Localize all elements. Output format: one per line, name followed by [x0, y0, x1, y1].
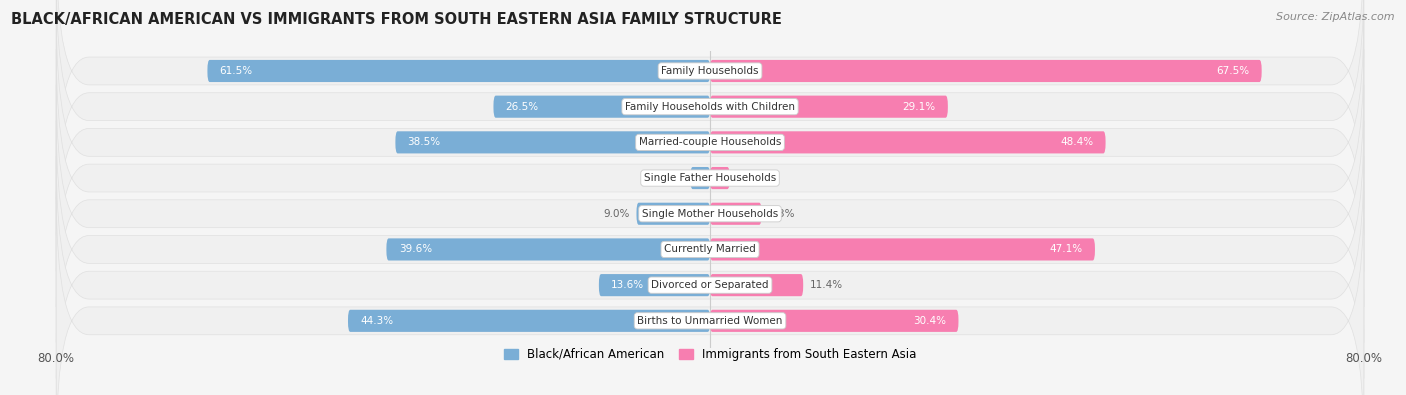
- FancyBboxPatch shape: [349, 310, 710, 332]
- FancyBboxPatch shape: [56, 120, 1364, 378]
- FancyBboxPatch shape: [56, 156, 1364, 395]
- FancyBboxPatch shape: [387, 238, 710, 261]
- Text: 44.3%: 44.3%: [360, 316, 394, 326]
- Text: 6.3%: 6.3%: [768, 209, 794, 219]
- Text: Births to Unmarried Women: Births to Unmarried Women: [637, 316, 783, 326]
- FancyBboxPatch shape: [56, 0, 1364, 235]
- FancyBboxPatch shape: [690, 167, 710, 189]
- FancyBboxPatch shape: [208, 60, 710, 82]
- Text: 48.4%: 48.4%: [1060, 137, 1094, 147]
- Text: 2.4%: 2.4%: [658, 173, 683, 183]
- FancyBboxPatch shape: [395, 131, 710, 153]
- Text: 67.5%: 67.5%: [1216, 66, 1250, 76]
- FancyBboxPatch shape: [710, 131, 1105, 153]
- Text: 2.4%: 2.4%: [737, 173, 762, 183]
- FancyBboxPatch shape: [710, 274, 803, 296]
- Text: 29.1%: 29.1%: [903, 102, 935, 112]
- Text: 61.5%: 61.5%: [219, 66, 253, 76]
- FancyBboxPatch shape: [494, 96, 710, 118]
- FancyBboxPatch shape: [56, 49, 1364, 307]
- FancyBboxPatch shape: [710, 203, 762, 225]
- Text: Currently Married: Currently Married: [664, 245, 756, 254]
- Text: Source: ZipAtlas.com: Source: ZipAtlas.com: [1277, 12, 1395, 22]
- Text: Single Mother Households: Single Mother Households: [643, 209, 778, 219]
- FancyBboxPatch shape: [710, 167, 730, 189]
- FancyBboxPatch shape: [56, 192, 1364, 395]
- Text: 39.6%: 39.6%: [399, 245, 432, 254]
- Text: 26.5%: 26.5%: [506, 102, 538, 112]
- FancyBboxPatch shape: [637, 203, 710, 225]
- FancyBboxPatch shape: [56, 85, 1364, 342]
- Text: Family Households with Children: Family Households with Children: [626, 102, 794, 112]
- Text: 9.0%: 9.0%: [603, 209, 630, 219]
- FancyBboxPatch shape: [56, 13, 1364, 271]
- Text: Married-couple Households: Married-couple Households: [638, 137, 782, 147]
- Text: 38.5%: 38.5%: [408, 137, 440, 147]
- Text: 11.4%: 11.4%: [810, 280, 842, 290]
- FancyBboxPatch shape: [710, 60, 1261, 82]
- FancyBboxPatch shape: [710, 310, 959, 332]
- FancyBboxPatch shape: [56, 0, 1364, 200]
- Text: 47.1%: 47.1%: [1049, 245, 1083, 254]
- FancyBboxPatch shape: [710, 96, 948, 118]
- Text: BLACK/AFRICAN AMERICAN VS IMMIGRANTS FROM SOUTH EASTERN ASIA FAMILY STRUCTURE: BLACK/AFRICAN AMERICAN VS IMMIGRANTS FRO…: [11, 12, 782, 27]
- Legend: Black/African American, Immigrants from South Eastern Asia: Black/African American, Immigrants from …: [499, 343, 921, 365]
- Text: Family Households: Family Households: [661, 66, 759, 76]
- Text: 30.4%: 30.4%: [914, 316, 946, 326]
- FancyBboxPatch shape: [599, 274, 710, 296]
- Text: Single Father Households: Single Father Households: [644, 173, 776, 183]
- Text: 13.6%: 13.6%: [612, 280, 644, 290]
- FancyBboxPatch shape: [710, 238, 1095, 261]
- Text: Divorced or Separated: Divorced or Separated: [651, 280, 769, 290]
